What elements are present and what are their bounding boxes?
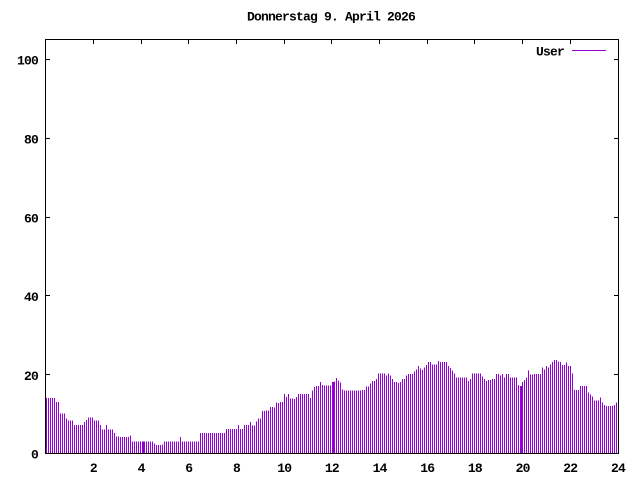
svg-text:8: 8 xyxy=(233,461,241,476)
svg-text:18: 18 xyxy=(468,461,483,476)
svg-text:0: 0 xyxy=(31,448,39,463)
svg-text:14: 14 xyxy=(373,461,388,476)
svg-text:60: 60 xyxy=(24,211,39,226)
svg-text:12: 12 xyxy=(325,461,340,476)
svg-text:24: 24 xyxy=(611,461,626,476)
svg-text:10: 10 xyxy=(277,461,292,476)
svg-text:2: 2 xyxy=(90,461,98,476)
svg-text:20: 20 xyxy=(24,369,39,384)
svg-text:6: 6 xyxy=(185,461,193,476)
svg-text:4: 4 xyxy=(138,461,146,476)
svg-text:100: 100 xyxy=(17,54,39,69)
svg-text:20: 20 xyxy=(516,461,531,476)
svg-text:22: 22 xyxy=(563,461,578,476)
svg-text:16: 16 xyxy=(420,461,435,476)
svg-text:80: 80 xyxy=(24,133,39,148)
svg-text:User: User xyxy=(536,44,564,59)
svg-text:Donnerstag 9. April 2026: Donnerstag 9. April 2026 xyxy=(247,10,416,25)
svg-text:40: 40 xyxy=(24,290,39,305)
